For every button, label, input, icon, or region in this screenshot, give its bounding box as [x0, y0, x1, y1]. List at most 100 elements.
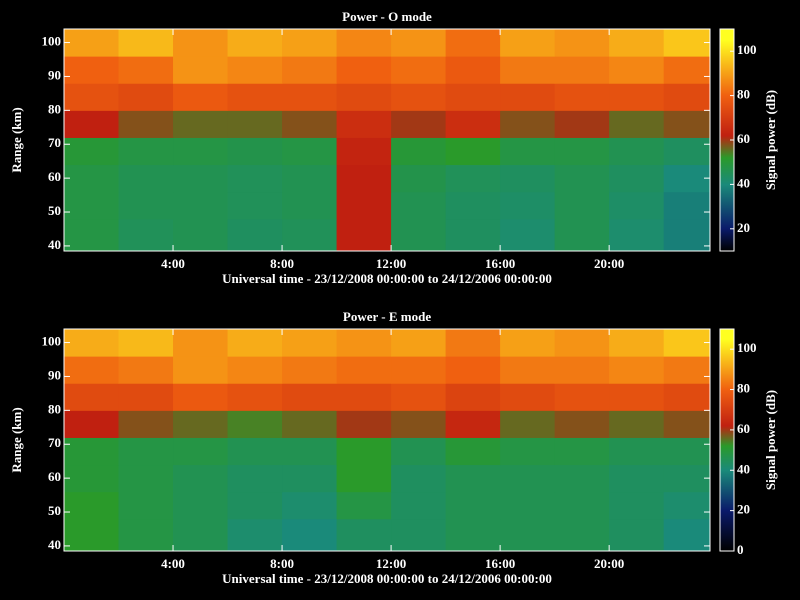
- heatmap-cell: [391, 165, 446, 193]
- colorbar-tick-label: 40: [737, 461, 750, 476]
- colorbar-tick-label: 0: [737, 542, 744, 557]
- y-tick-label: 60: [48, 169, 61, 184]
- heatmap-cell: [64, 192, 119, 220]
- heatmap-cell: [173, 437, 228, 465]
- y-tick-label: 80: [48, 401, 61, 416]
- heatmap-cell: [119, 192, 174, 220]
- heatmap-cell: [500, 110, 555, 138]
- heatmap-cell: [391, 29, 446, 57]
- heatmap-cell: [173, 383, 228, 411]
- colorbar-tick-label: 60: [737, 131, 750, 146]
- heatmap-cell: [609, 465, 664, 493]
- heatmap-cell: [500, 410, 555, 438]
- y-axis-label: Range (km): [9, 107, 24, 172]
- heatmap-cell: [337, 219, 392, 252]
- heatmap-cell: [500, 465, 555, 493]
- heatmap-cell: [119, 519, 174, 552]
- heatmap-cell: [173, 219, 228, 252]
- heatmap-cell: [446, 56, 501, 84]
- heatmap-cell: [609, 110, 664, 138]
- heatmap-cell: [173, 137, 228, 165]
- heatmap-cells: [64, 329, 711, 552]
- heatmap-cell: [500, 137, 555, 165]
- heatmap-cell: [228, 83, 283, 111]
- heatmap-cell: [391, 356, 446, 384]
- heatmap-cell: [446, 110, 501, 138]
- y-tick-label: 90: [48, 67, 61, 82]
- heatmap-cell: [664, 56, 711, 84]
- heatmap-cell: [282, 356, 337, 384]
- heatmap-cell: [446, 329, 501, 357]
- heatmap-cell: [446, 492, 501, 520]
- heatmap-cell: [228, 219, 283, 252]
- x-tick-label: 12:00: [376, 256, 406, 271]
- heatmap-cell: [446, 83, 501, 111]
- heatmap-cell: [500, 356, 555, 384]
- colorbar-tick-label: 80: [737, 87, 750, 102]
- heatmap-cell: [282, 56, 337, 84]
- x-tick-label: 16:00: [485, 256, 515, 271]
- heatmap-cell: [500, 192, 555, 220]
- panel: Power - E mode4050607080901004:008:0012:…: [9, 309, 778, 586]
- heatmap-cell: [64, 356, 119, 384]
- heatmap-cell: [173, 192, 228, 220]
- y-tick-label: 70: [48, 135, 61, 150]
- heatmap-cell: [119, 465, 174, 493]
- heatmap-cell: [555, 165, 610, 193]
- heatmap-cell: [282, 110, 337, 138]
- heatmap-cell: [391, 56, 446, 84]
- heatmap-cell: [391, 219, 446, 252]
- heatmap-cell: [391, 437, 446, 465]
- heatmap-cell: [664, 110, 711, 138]
- heatmap-cell: [609, 56, 664, 84]
- heatmap-cell: [609, 29, 664, 57]
- heatmap-cell: [228, 165, 283, 193]
- heatmap-cell: [228, 137, 283, 165]
- heatmap-cell: [500, 383, 555, 411]
- colorbar-tick-label: 100: [737, 42, 757, 57]
- heatmap-cell: [391, 492, 446, 520]
- heatmap-cell: [555, 492, 610, 520]
- heatmap-cell: [446, 519, 501, 552]
- colorbar-label: Signal power (dB): [763, 90, 778, 190]
- colorbar-tick-label: 20: [737, 502, 750, 517]
- heatmap-cell: [555, 110, 610, 138]
- heatmap-cell: [64, 137, 119, 165]
- heatmap-cell: [228, 329, 283, 357]
- heatmap-cell: [337, 192, 392, 220]
- heatmap-cell: [664, 83, 711, 111]
- heatmap-cell: [64, 465, 119, 493]
- heatmap-cell: [609, 165, 664, 193]
- heatmap-cell: [64, 83, 119, 111]
- heatmap-cell: [664, 465, 711, 493]
- heatmap-cell: [391, 383, 446, 411]
- heatmap-cell: [337, 83, 392, 111]
- heatmap-cell: [609, 437, 664, 465]
- heatmap-cell: [228, 56, 283, 84]
- heatmap-cell: [555, 83, 610, 111]
- heatmap-cell: [446, 437, 501, 465]
- heatmap-cell: [228, 383, 283, 411]
- y-tick-label: 100: [42, 334, 62, 349]
- heatmap-cell: [391, 110, 446, 138]
- heatmap-cell: [64, 410, 119, 438]
- heatmap-cell: [228, 465, 283, 493]
- heatmap-cell: [555, 329, 610, 357]
- heatmap-cell: [391, 410, 446, 438]
- heatmap-cell: [446, 219, 501, 252]
- heatmap-cell: [173, 410, 228, 438]
- heatmap-cell: [446, 29, 501, 57]
- heatmap-cell: [173, 110, 228, 138]
- heatmap-cell: [173, 56, 228, 84]
- heatmap-cell: [609, 492, 664, 520]
- heatmap-cell: [500, 219, 555, 252]
- heatmap-cell: [664, 219, 711, 252]
- heatmap-cell: [500, 519, 555, 552]
- x-tick-label: 4:00: [161, 256, 185, 271]
- panel: Power - O mode4050607080901004:008:0012:…: [9, 9, 778, 286]
- heatmap-cell: [609, 519, 664, 552]
- heatmap-cell: [500, 492, 555, 520]
- heatmap-cell: [609, 329, 664, 357]
- heatmap-cell: [391, 329, 446, 357]
